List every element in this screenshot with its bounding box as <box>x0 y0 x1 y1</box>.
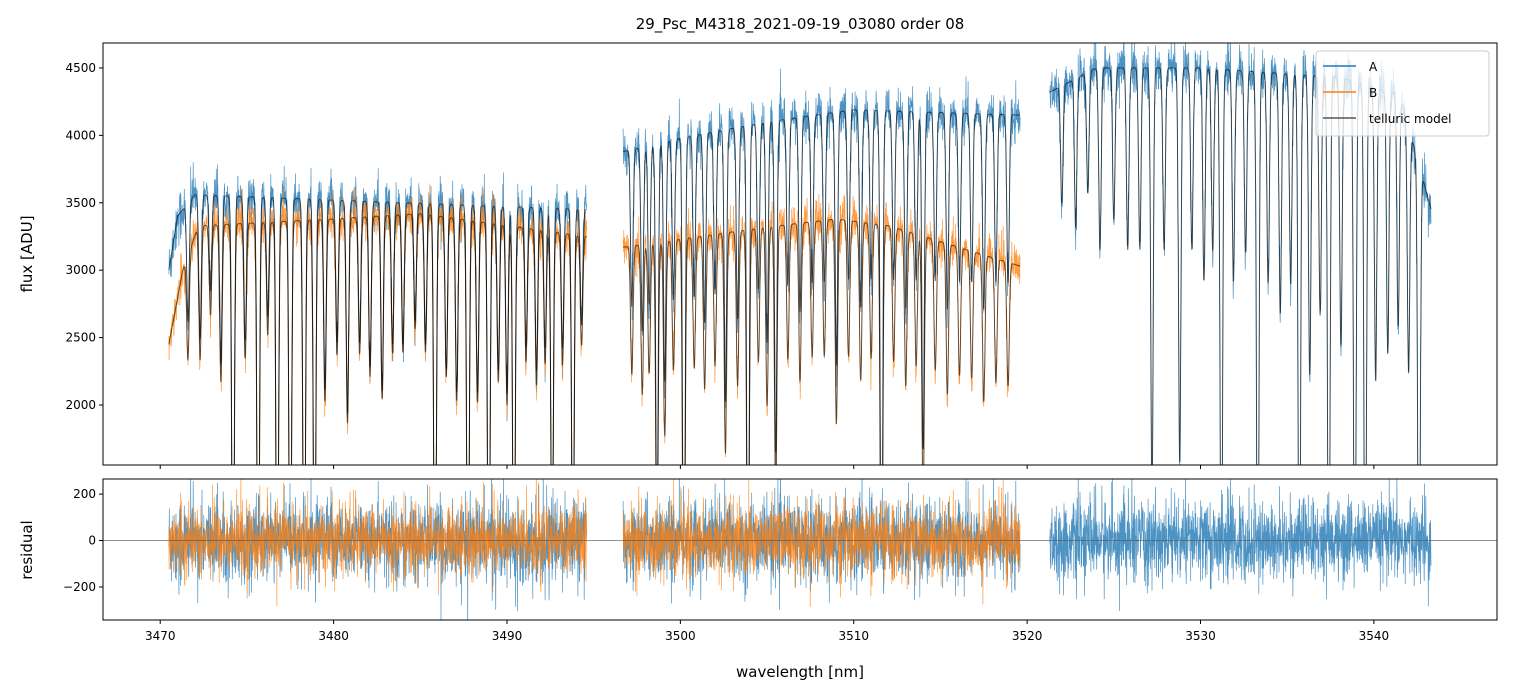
legend-label-a: A <box>1369 60 1378 74</box>
series-a-residual <box>1049 479 1432 612</box>
legend: A B telluric model <box>1315 50 1490 137</box>
x-tick-label: 3540 <box>1359 629 1390 643</box>
residual-axes-frame <box>102 478 1498 621</box>
telluric-model-line <box>168 213 587 465</box>
flux-panel: 2000 2500 3000 3500 4000 4500 flux [ADU] <box>18 42 1498 469</box>
telluric-model-line <box>622 219 1021 465</box>
x-tick-label: 3480 <box>318 629 349 643</box>
residual-panel: −200 0 200 3470 3480 3490 3500 3510 3520 3530 354… <box>18 478 1498 643</box>
telluric-model-line <box>623 109 1021 465</box>
x-tick-label: 3530 <box>1185 629 1216 643</box>
series-b-flux <box>622 193 1021 465</box>
flux-y-tick-label: 4000 <box>65 128 96 142</box>
telluric-model-line <box>1049 67 1432 465</box>
residual-y-tick-label: 0 <box>88 534 96 548</box>
flux-y-tick-label: 2500 <box>65 331 96 345</box>
flux-axes-frame <box>102 42 1498 466</box>
telluric-model-line <box>168 194 587 465</box>
x-tick-label: 3500 <box>665 629 696 643</box>
x-tick-label: 3510 <box>838 629 869 643</box>
series-b-residual <box>168 479 588 607</box>
flux-y-tick-label: 3000 <box>65 263 96 277</box>
flux-y-tick-label: 3500 <box>65 196 96 210</box>
x-tick-label: 3470 <box>145 629 176 643</box>
residual-y-tick-label: 200 <box>73 487 96 501</box>
chart-title: 29_Psc_M4318_2021-09-19_03080 order 08 <box>636 15 965 34</box>
flux-ylabel: flux [ADU] <box>18 215 36 292</box>
residual-ylabel: residual <box>18 520 36 579</box>
flux-y-tick-label: 4500 <box>65 61 96 75</box>
x-tick-label: 3490 <box>492 629 523 643</box>
residual-y-tick-label: −200 <box>63 580 96 594</box>
legend-label-model: telluric model <box>1369 112 1451 126</box>
x-axis-label: wavelength [nm] <box>736 663 864 681</box>
x-tick-label: 3520 <box>1012 629 1043 643</box>
legend-label-b: B <box>1369 86 1377 100</box>
series-b-residual <box>622 479 1021 607</box>
flux-y-tick-label: 2000 <box>65 398 96 412</box>
